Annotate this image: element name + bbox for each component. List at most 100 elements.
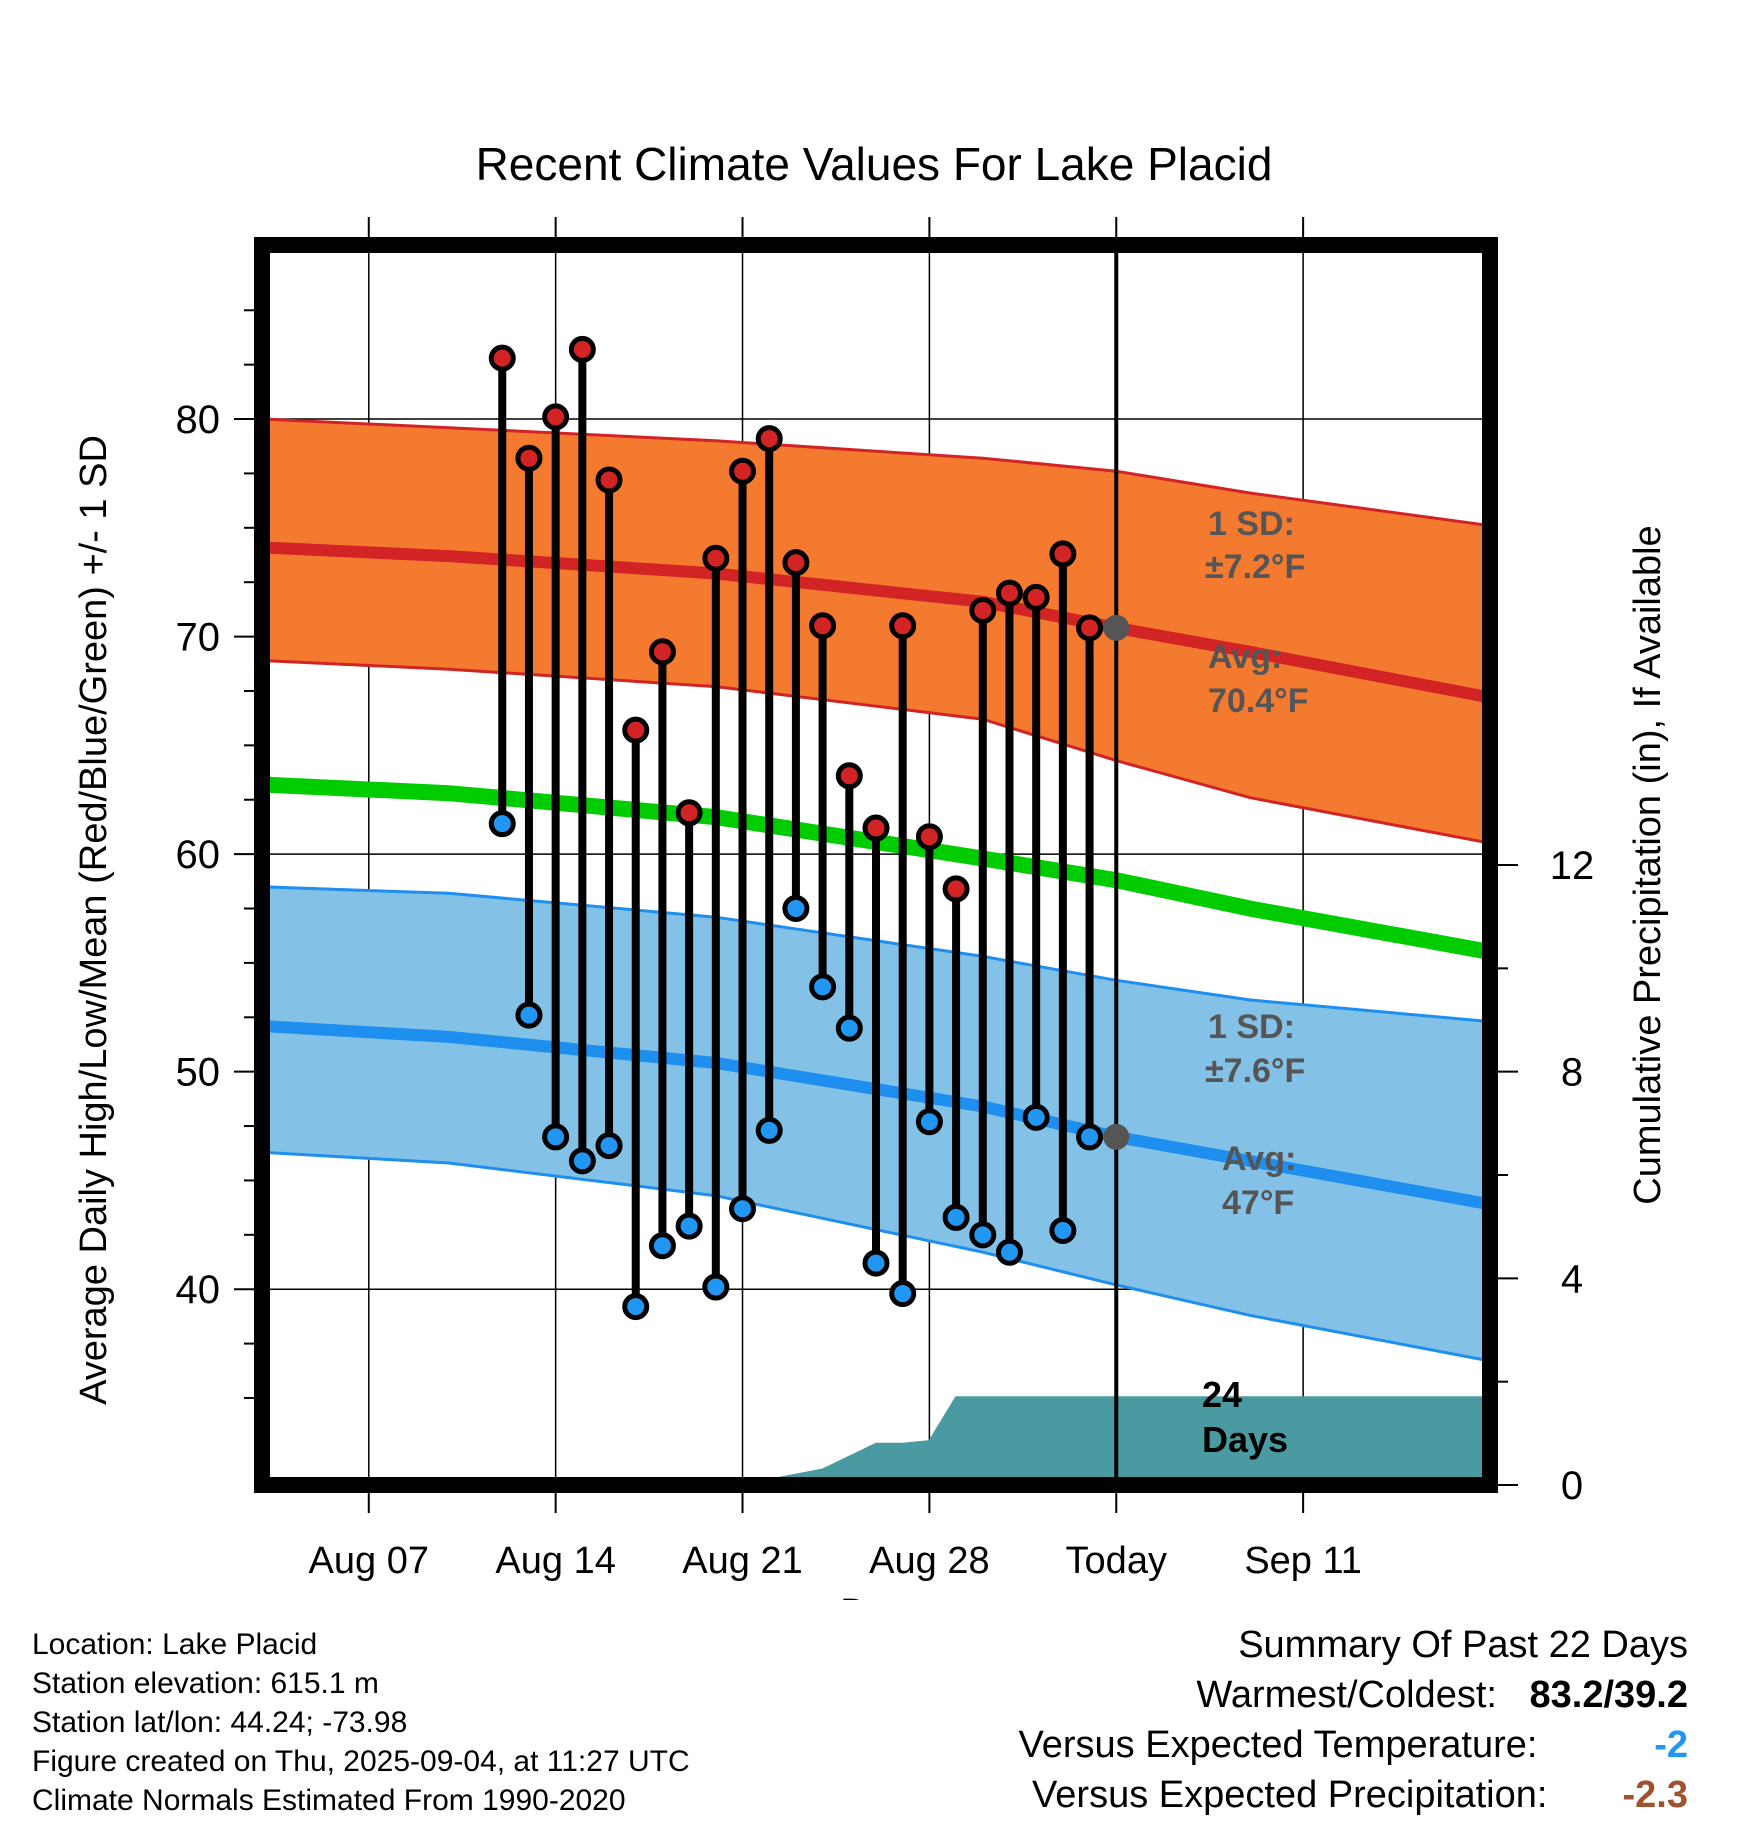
today-high-avg-marker	[1103, 614, 1130, 641]
y2-tick-label: 12	[1550, 844, 1595, 888]
created-text: Figure created on Thu, 2025-09-04, at 11…	[32, 1745, 690, 1778]
observed-low-point	[729, 1195, 757, 1223]
temp-value: -2	[1654, 1724, 1688, 1766]
x-axis-label: Day	[840, 1592, 908, 1600]
summary-panel: Summary Of Past 22 Days Warmest/Coldest:…	[1019, 1620, 1688, 1820]
temp-row: Versus Expected Temperature: -2	[1019, 1720, 1688, 1770]
warm-cold-row: Warmest/Coldest: 83.2/39.2	[1019, 1670, 1688, 1720]
high-sd-annotation: ±7.2°F	[1205, 548, 1305, 586]
observed-low-point	[488, 810, 516, 838]
observed-low-point	[702, 1273, 730, 1301]
low-sd-annotation: ±7.6°F	[1205, 1052, 1305, 1090]
high-upper-line	[262, 417, 1490, 528]
observed-low-point	[1049, 1216, 1077, 1244]
y2-tick-label: 0	[1561, 1464, 1583, 1508]
observed-high-point	[515, 444, 543, 472]
high-avg-annotation: Avg:	[1208, 638, 1282, 676]
observed-low-point	[862, 1249, 890, 1277]
y-tick-label: 80	[176, 398, 221, 442]
x-tick-label: Aug 21	[682, 1540, 802, 1582]
observed-high-point	[622, 716, 650, 744]
observed-high-point	[488, 344, 516, 372]
plot-area: 1 SD: ±7.2°F Avg: 70.4°F 1 SD: ±7.6°F Avg: 47°F…	[176, 217, 1595, 1582]
y-tick-label: 70	[176, 616, 221, 660]
observed-high-point	[995, 579, 1023, 607]
station-info: Location: Lake Placid Station elevation:…	[32, 1625, 690, 1820]
observed-low-point	[1022, 1103, 1050, 1131]
observed-low-point	[969, 1221, 997, 1249]
y-axis-label: Average Daily High/Low/Mean (Red/Blue/Gr…	[73, 435, 115, 1405]
observed-high-point	[542, 403, 570, 431]
observed-high-point	[809, 612, 837, 640]
days-annotation: 24	[1202, 1374, 1242, 1415]
latlon-text: Station lat/lon: 44.24; -73.98	[32, 1706, 408, 1739]
y-tick-label: 40	[176, 1268, 221, 1312]
precip-row: Versus Expected Precipitation: -2.3	[1019, 1770, 1688, 1820]
observed-low-point	[542, 1123, 570, 1151]
precip-label: Versus Expected Precipitation:	[1032, 1774, 1548, 1816]
x-tick-label: Aug 28	[869, 1540, 989, 1582]
observed-high-point	[1022, 583, 1050, 611]
observed-high-point	[1049, 540, 1077, 568]
observed-high-point	[595, 466, 623, 494]
high-sd-band	[262, 419, 1490, 844]
observed-high-point	[648, 638, 676, 666]
high-avg-annotation: 70.4°F	[1208, 682, 1309, 720]
observed-low-point	[755, 1116, 783, 1144]
climate-chart: Recent Climate Values For Lake Placid 1 …	[73, 138, 1669, 1600]
location-text: Location: Lake Placid	[32, 1628, 318, 1661]
y-tick-label: 60	[176, 833, 221, 877]
x-tick-label: Aug 07	[309, 1540, 429, 1582]
low-avg-annotation: Avg:	[1222, 1140, 1296, 1178]
observed-high-point	[915, 823, 943, 851]
observed-high-point	[755, 425, 783, 453]
observed-low-point	[809, 973, 837, 1001]
y-tick-label: 50	[176, 1051, 221, 1095]
observed-low-point	[782, 895, 810, 923]
precip-value: -2.3	[1622, 1774, 1688, 1816]
precip-area	[662, 1396, 1490, 1485]
observed-low-point	[595, 1132, 623, 1160]
observed-low-point	[648, 1232, 676, 1260]
observed-high-point	[889, 612, 917, 640]
high-sd-annotation: 1 SD:	[1208, 505, 1295, 543]
observed-low-point	[675, 1212, 703, 1240]
warm-cold-value: 83.2/39.2	[1529, 1674, 1688, 1716]
observed-high-point	[969, 596, 997, 624]
y2-tick-label: 8	[1561, 1051, 1583, 1095]
today-low-avg-marker	[1103, 1123, 1130, 1150]
observed-low-point	[835, 1014, 863, 1042]
observed-low-point	[515, 1001, 543, 1029]
observed-low-point	[995, 1238, 1023, 1266]
observed-high-point	[862, 814, 890, 842]
observed-high-point	[782, 549, 810, 577]
plot-frame	[254, 237, 1498, 1493]
observed-low-point	[1076, 1123, 1104, 1151]
warm-cold-label: Warmest/Coldest:	[1196, 1674, 1497, 1716]
days-annotation: Days	[1202, 1419, 1288, 1460]
low-lower-line	[262, 1150, 1490, 1363]
x-tick-label: Sep 11	[1244, 1540, 1362, 1582]
observed-low-point	[568, 1147, 596, 1175]
y2-tick-label: 4	[1561, 1257, 1583, 1301]
low-avg-annotation: 47°F	[1222, 1184, 1294, 1222]
y2-axis-label: Cumulative Precipitation (in), If Availa…	[1627, 525, 1669, 1204]
normals-text: Climate Normals Estimated From 1990-2020	[32, 1784, 626, 1817]
observed-high-point	[568, 335, 596, 363]
x-tick-label: Aug 14	[495, 1540, 615, 1582]
temp-label: Versus Expected Temperature:	[1018, 1724, 1538, 1766]
summary-title: Summary Of Past 22 Days	[1238, 1624, 1688, 1666]
observed-high-point	[729, 457, 757, 485]
elevation-text: Station elevation: 615.1 m	[32, 1667, 379, 1700]
observed-high-point	[942, 875, 970, 903]
low-sd-annotation: 1 SD:	[1208, 1008, 1295, 1046]
chart-title: Recent Climate Values For Lake Placid	[476, 138, 1273, 190]
observed-high-point	[675, 799, 703, 827]
observed-low-point	[915, 1108, 943, 1136]
observed-high-point	[702, 544, 730, 572]
observed-low-point	[889, 1280, 917, 1308]
x-tick-label: Today	[1066, 1540, 1167, 1582]
observed-high-point	[1076, 614, 1104, 642]
observed-high-point	[835, 762, 863, 790]
observed-low-point	[942, 1203, 970, 1231]
